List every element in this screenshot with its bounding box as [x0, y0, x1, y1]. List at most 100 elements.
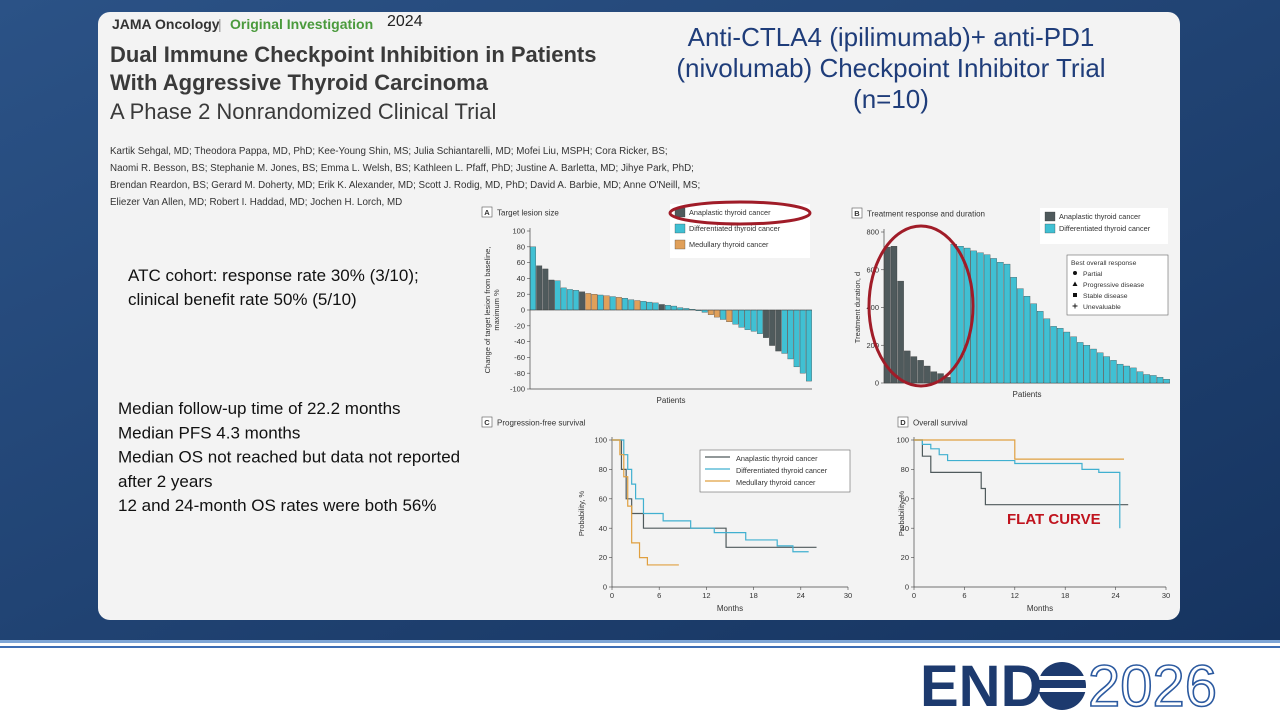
- bar: [573, 290, 579, 311]
- x-tick-label: 0: [912, 591, 916, 600]
- bar: [714, 309, 720, 318]
- logo-year: 2026: [1088, 654, 1217, 719]
- bar: [591, 294, 598, 311]
- author-line: Brendan Reardon, BS; Gerard M. Doherty, …: [110, 180, 700, 191]
- bar: [1050, 326, 1057, 384]
- bar: [732, 309, 739, 325]
- highlight-ellipse: [867, 224, 975, 388]
- y-tick-label: 80: [599, 465, 607, 474]
- legend-label: Medullary thyroid cancer: [689, 240, 769, 249]
- bar: [726, 309, 733, 323]
- survival-curve: [914, 439, 1124, 460]
- legend-label: Differentiated thyroid cancer: [736, 466, 828, 475]
- y-tick-label: 100: [896, 436, 909, 445]
- bar: [1023, 296, 1031, 384]
- response-legend-title: Best overall response: [1071, 260, 1137, 267]
- bar: [1070, 336, 1077, 384]
- bar: [1156, 377, 1164, 384]
- bar: [548, 279, 555, 311]
- response-symbol: [1072, 281, 1078, 286]
- content-panel: [98, 12, 1180, 620]
- bar: [554, 280, 561, 311]
- y-tick-label: 0: [875, 379, 879, 388]
- legend-label: Anaplastic thyroid cancer: [689, 208, 771, 217]
- bar: [750, 309, 757, 332]
- bar: [957, 246, 964, 384]
- bar: [530, 246, 536, 311]
- bar: [1003, 263, 1011, 384]
- x-tick-label: 6: [657, 591, 661, 600]
- legend-swatch: [674, 239, 686, 250]
- bar: [738, 309, 745, 328]
- slide-heading: Anti-CTLA4 (ipilimumab)+ anti-PD1: [688, 22, 1095, 52]
- y-axis-label: Probability, %: [577, 491, 586, 537]
- legend-label: Anaplastic thyroid cancer: [1059, 212, 1141, 221]
- bar: [1123, 365, 1130, 384]
- bar: [799, 309, 806, 374]
- article-title: With Aggressive Thyroid Carcinoma: [110, 70, 489, 95]
- slide-heading: (nivolumab) Checkpoint Inhibitor Trial: [676, 53, 1105, 83]
- y-tick-label: 400: [866, 303, 879, 312]
- bar: [1136, 371, 1144, 384]
- median-text: Median follow-up time of 22.2 months: [118, 399, 401, 418]
- bar: [536, 265, 543, 311]
- bar: [640, 301, 647, 311]
- bar: [707, 309, 714, 315]
- y-tick-label: 40: [599, 524, 607, 533]
- bar: [597, 294, 604, 311]
- bar: [603, 295, 610, 311]
- chart-title: Target lesion size: [497, 209, 559, 218]
- response-legend-label: Unevaluable: [1083, 304, 1121, 311]
- journal-section: Original Investigation: [230, 16, 373, 32]
- bar: [983, 254, 991, 384]
- median-text: after 2 years: [118, 472, 213, 491]
- bar: [910, 356, 918, 384]
- bar: [787, 309, 794, 360]
- x-tick-label: 24: [797, 591, 805, 600]
- x-tick-label: 6: [962, 591, 966, 600]
- legend-label: Differentiated thyroid cancer: [1059, 224, 1151, 233]
- x-tick-label: 12: [1011, 591, 1019, 600]
- panel-label: B: [854, 209, 860, 218]
- bar: [950, 244, 958, 384]
- bar: [1017, 288, 1024, 384]
- legend-swatch: [674, 223, 686, 234]
- y-tick-label: 0: [905, 583, 909, 592]
- bar: [775, 309, 782, 352]
- y-tick-label: 20: [599, 553, 607, 562]
- median-text: 12 and 24-month OS rates were both 56%: [118, 496, 436, 515]
- panel-label-box: [897, 416, 909, 428]
- y-tick-label: 20: [901, 553, 909, 562]
- response-legend-label: Partial: [1083, 271, 1103, 278]
- panel-label: D: [900, 418, 906, 427]
- bar: [1103, 356, 1110, 384]
- bar: [634, 300, 641, 311]
- y-tick-label: 40: [517, 274, 525, 283]
- bar: [924, 365, 931, 384]
- bar: [1010, 277, 1017, 384]
- response-legend-label: Stable disease: [1083, 293, 1128, 300]
- median-text: Median PFS 4.3 months: [118, 423, 300, 442]
- x-axis-label: Patients: [657, 396, 686, 405]
- y-tick-label: 100: [512, 227, 525, 236]
- y-tick-label: 100: [594, 436, 607, 445]
- bar: [628, 299, 635, 311]
- x-axis-label: Months: [1027, 604, 1053, 613]
- x-tick-label: 18: [1061, 591, 1069, 600]
- author-line: Eliezer Van Allen, MD; Robert I. Haddad,…: [110, 197, 402, 208]
- y-axis-label: Change of target lesion from baseline,: [483, 247, 492, 374]
- x-tick-label: 18: [749, 591, 757, 600]
- bar: [977, 252, 984, 384]
- x-tick-label: 30: [844, 591, 852, 600]
- bar: [1130, 367, 1137, 384]
- logo-globe: [1036, 662, 1088, 710]
- author-line: Kartik Sehgal, MD; Theodora Pappa, MD, P…: [110, 146, 668, 157]
- year: 2024: [387, 13, 423, 30]
- x-tick-label: 0: [610, 591, 614, 600]
- legend-label: Medullary thyroid cancer: [736, 478, 816, 487]
- panel-label: C: [484, 418, 490, 427]
- bar: [1143, 374, 1150, 384]
- bar: [1096, 352, 1104, 384]
- bar: [756, 309, 763, 334]
- legend-label: Differentiated thyroid cancer: [689, 224, 781, 233]
